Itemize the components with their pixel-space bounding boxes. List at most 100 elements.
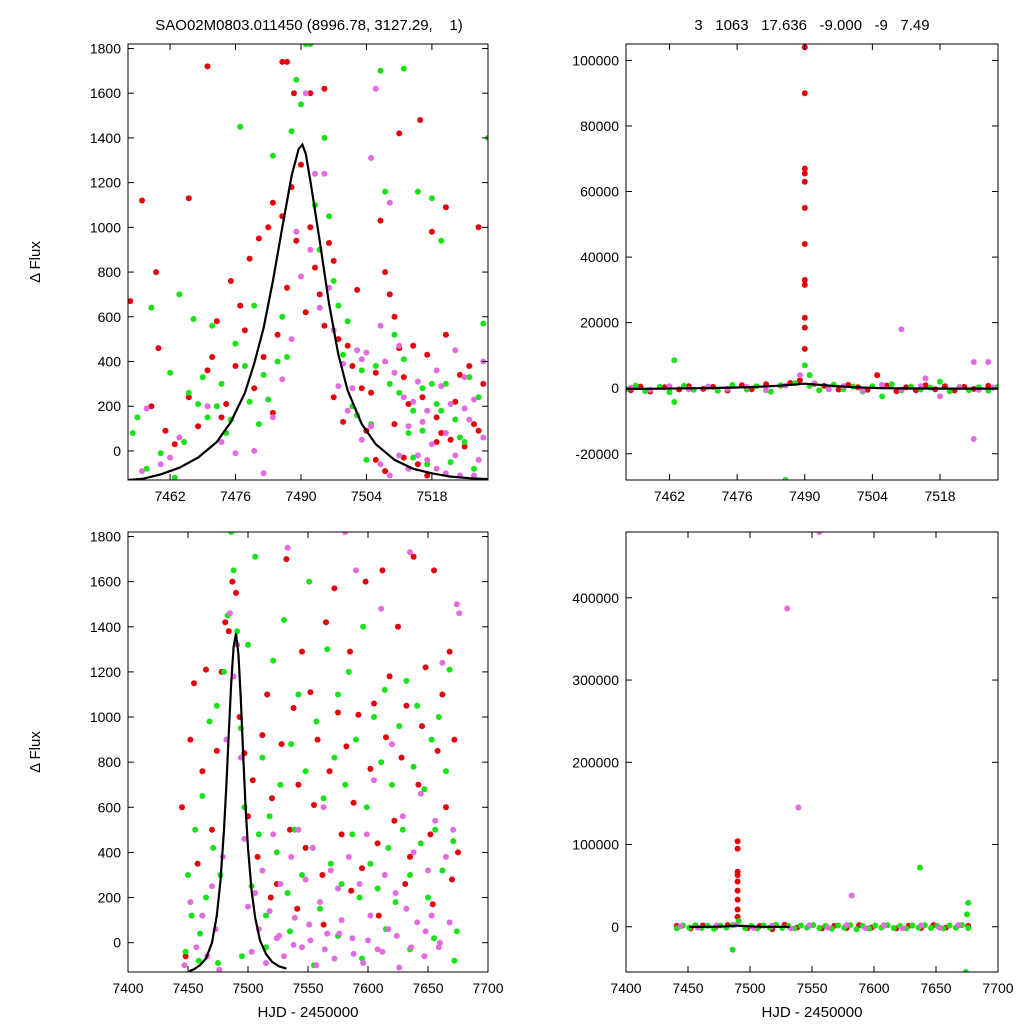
data-point-red — [302, 844, 309, 851]
data-point-green — [326, 213, 332, 220]
data-point-red — [398, 754, 405, 761]
data-point-magenta — [358, 356, 365, 363]
data-point-magenta — [368, 423, 375, 430]
x-tick-label: 7700 — [472, 980, 503, 996]
data-point-magenta — [316, 304, 323, 311]
data-point-magenta — [356, 881, 363, 887]
data-point-green — [246, 398, 253, 405]
data-point-green — [381, 686, 388, 693]
data-point-magenta — [843, 922, 850, 929]
data-point-red — [391, 817, 398, 824]
y-axis-label: Δ Flux — [27, 731, 44, 773]
y-tick-label: 1800 — [90, 529, 121, 545]
data-point-green — [353, 736, 359, 743]
data-point-magenta — [461, 405, 468, 412]
model-curve — [626, 382, 998, 390]
data-point-magenta — [784, 605, 791, 612]
data-point-red — [883, 382, 890, 389]
data-point-green — [471, 465, 477, 472]
data-point-magenta — [336, 930, 343, 937]
data-point-green — [782, 477, 789, 480]
data-point-magenta — [176, 434, 183, 441]
data-point-green — [288, 128, 295, 135]
data-point-magenta — [408, 944, 415, 951]
data-point-magenta — [209, 883, 215, 890]
data-point-green — [872, 922, 879, 929]
data-point-red — [241, 327, 248, 334]
data-point-magenta — [862, 925, 869, 931]
data-point-red — [466, 363, 473, 369]
data-point-green — [279, 313, 286, 320]
data-point-green — [239, 953, 245, 960]
data-point-red — [801, 165, 808, 172]
data-point-red — [307, 689, 314, 696]
data-point-green — [671, 357, 678, 364]
data-point-green — [410, 407, 417, 414]
data-point-magenta — [396, 964, 403, 971]
data-point-magenta — [899, 925, 906, 932]
data-point-red — [128, 298, 134, 305]
data-point-red — [299, 648, 305, 655]
y-tick-label: 400000 — [572, 590, 619, 606]
data-point-magenta — [382, 358, 389, 365]
data-point-green — [729, 381, 736, 388]
data-point-green — [965, 899, 972, 906]
data-point-magenta — [955, 922, 962, 929]
data-point-green — [377, 67, 384, 74]
x-tick-label: 7450 — [672, 980, 703, 996]
data-point-green — [367, 860, 374, 867]
data-point-green — [335, 691, 341, 698]
data-point-green — [928, 925, 934, 931]
data-point-magenta — [269, 414, 276, 421]
data-point-green — [181, 439, 188, 445]
data-point-green — [425, 894, 431, 901]
data-point-magenta — [475, 456, 482, 463]
data-point-red — [255, 235, 262, 242]
data-point-green — [185, 872, 191, 878]
data-point-red — [232, 363, 239, 369]
y-tick-label: 800 — [98, 264, 122, 280]
data-point-red — [203, 666, 209, 673]
data-point-magenta — [879, 381, 886, 388]
data-point-green — [372, 363, 379, 369]
y-tick-label: 200 — [98, 890, 122, 906]
plot-area — [673, 532, 972, 972]
data-point-red — [835, 386, 842, 393]
x-tick-label: 7476 — [722, 488, 753, 504]
data-point-red — [449, 876, 455, 883]
data-point-magenta — [371, 777, 377, 784]
data-point-magenta — [880, 922, 887, 929]
panels: 7462 7476 7490 7504 7518 0 200 400 600 800 1000 120… — [27, 40, 1014, 1021]
data-point-magenta — [970, 436, 977, 442]
data-point-magenta — [312, 170, 318, 177]
data-point-magenta — [471, 396, 477, 403]
data-point-red — [424, 472, 431, 479]
data-point-red — [139, 197, 145, 204]
data-point-red — [187, 736, 194, 743]
data-point-red — [326, 768, 333, 775]
data-point-green — [363, 804, 370, 811]
data-point-magenta — [321, 170, 328, 177]
data-point-green — [302, 44, 309, 47]
y-tick-label: 1600 — [90, 574, 121, 590]
data-point-red — [801, 324, 808, 331]
data-point-magenta — [288, 853, 295, 860]
data-point-magenta — [937, 393, 943, 400]
data-point-green — [363, 456, 370, 463]
data-point-red — [372, 456, 379, 463]
data-point-red — [185, 394, 192, 401]
data-point-magenta — [378, 605, 385, 612]
data-point-red — [246, 255, 253, 262]
data-point-green — [143, 465, 150, 472]
data-point-red — [801, 178, 808, 185]
data-point-red — [254, 853, 261, 860]
y-tick-label: 1600 — [90, 85, 121, 101]
data-point-red — [290, 705, 297, 711]
data-point-red — [314, 736, 321, 743]
data-point-magenta — [353, 567, 359, 574]
data-point-magenta — [299, 944, 305, 951]
data-point-magenta — [480, 434, 487, 441]
data-point-red — [396, 130, 403, 137]
y-tick-label: 800 — [98, 754, 122, 770]
